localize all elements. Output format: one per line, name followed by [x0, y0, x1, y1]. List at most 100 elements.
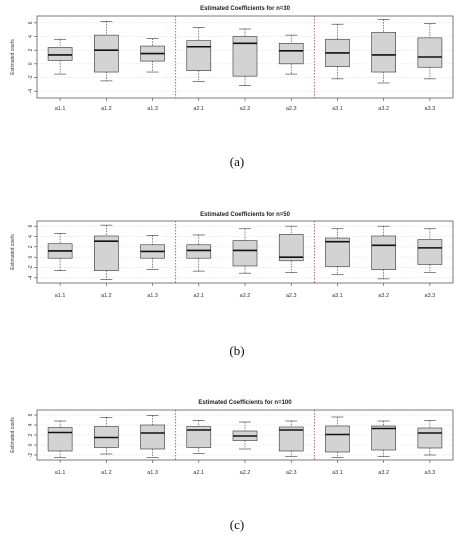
x-tick-label: a3.3: [425, 293, 436, 299]
iqr-box: [417, 37, 443, 68]
box-a2.3: [278, 34, 304, 75]
x-tick-label: a1.1: [55, 470, 66, 476]
x-tick-label: a1.3: [147, 470, 158, 476]
box-a1.1: [47, 38, 73, 75]
y-axis-label: Estimated coefs: [10, 417, 16, 453]
x-tick-label: a2.3: [286, 293, 297, 299]
box-a3.1: [325, 416, 350, 458]
iqr-box: [371, 425, 396, 451]
caption-a: (a): [229, 154, 245, 169]
x-tick-label: a3.1: [332, 106, 343, 112]
iqr-box: [47, 47, 73, 61]
chart-title: Estimated Coefficients for n=30: [200, 6, 291, 12]
y-tick-label: 2: [28, 433, 34, 436]
y-axis-label: Estimated coefs: [10, 39, 16, 75]
x-tick-label: a2.2: [240, 470, 251, 476]
box-a1.2: [94, 224, 119, 280]
y-tick-label: 0: [28, 62, 34, 65]
chart-title: Estimated Coefficients for n=100: [198, 400, 292, 406]
iqr-box: [417, 427, 443, 449]
y-tick-label: 4: [28, 35, 34, 38]
x-tick-label: a3.2: [378, 293, 389, 299]
box-a3.1: [325, 228, 350, 276]
x-tick-label: a3.1: [332, 293, 343, 299]
x-tick-label: a2.1: [193, 293, 204, 299]
y-tick-label: 2: [28, 245, 34, 248]
x-tick-label: a1.1: [55, 293, 66, 299]
iqr-box: [278, 426, 304, 452]
x-tick-label: a2.1: [193, 106, 204, 112]
box-a3.2: [371, 225, 396, 280]
y-axis-label: Estimated coefs: [10, 234, 16, 270]
iqr-box: [417, 239, 443, 265]
box-a1.2: [94, 21, 119, 82]
caption-c: (c): [229, 517, 245, 532]
box-a2.2: [232, 28, 258, 86]
box-a2.1: [186, 234, 212, 272]
y-tick-label: 0: [28, 443, 34, 446]
y-tick-label: 6: [28, 225, 34, 228]
y-tick-label: -4: [28, 89, 34, 94]
x-tick-label: a2.3: [286, 470, 297, 476]
box-a3.3: [417, 23, 443, 80]
y-tick-label: 6: [28, 21, 34, 24]
box-a2.3: [278, 420, 304, 457]
chart-title: Estimated Coefficients for n=50: [200, 212, 291, 218]
x-tick-label: a1.1: [55, 106, 66, 112]
chart-panel-a: Estimated Coefficients for n=30 Estimated…: [0, 0, 474, 170]
y-tick-label: 4: [28, 235, 34, 238]
iqr-box: [47, 427, 73, 452]
box-a1.3: [140, 38, 165, 73]
iqr-box: [278, 43, 304, 65]
box-a1.1: [47, 420, 73, 458]
x-tick-label: a3.1: [332, 470, 343, 476]
y-tick-label: -2: [28, 75, 34, 80]
x-tick-label: a3.2: [378, 470, 389, 476]
iqr-box: [140, 424, 165, 450]
x-tick-label: a2.1: [193, 470, 204, 476]
iqr-box: [325, 425, 350, 453]
x-tick-label: a1.2: [101, 470, 112, 476]
y-tick-label: 2: [28, 49, 34, 52]
box-a2.3: [278, 225, 304, 273]
box-a2.1: [186, 420, 212, 454]
box-a3.3: [417, 420, 443, 456]
box-a2.1: [186, 27, 212, 82]
box-a1.2: [94, 417, 119, 455]
box-a1.3: [140, 235, 165, 270]
box-a3.2: [371, 420, 396, 457]
box-a1.1: [47, 233, 73, 271]
box-a1.3: [140, 415, 165, 458]
x-tick-label: a1.2: [101, 106, 112, 112]
x-tick-label: a2.3: [286, 106, 297, 112]
box-a2.2: [232, 228, 258, 274]
y-tick-label: 4: [28, 423, 34, 426]
y-tick-label: -4: [28, 275, 34, 280]
x-tick-label: a1.2: [101, 293, 112, 299]
x-tick-label: a3.2: [378, 106, 389, 112]
box-a3.3: [417, 228, 443, 273]
x-tick-label: a2.2: [240, 293, 251, 299]
box-a2.2: [232, 421, 258, 450]
y-tick-label: 0: [28, 256, 34, 259]
caption-b: (b): [229, 343, 245, 358]
iqr-box: [94, 34, 119, 73]
iqr-box: [371, 32, 396, 73]
x-tick-label: a3.3: [425, 470, 436, 476]
iqr-box: [186, 40, 212, 71]
boxplot-chart-a: Estimated Coefficients for n=30 Estimated…: [10, 6, 454, 112]
iqr-box: [325, 237, 350, 267]
iqr-box: [371, 235, 396, 270]
y-tick-label: -2: [28, 265, 34, 270]
y-tick-label: 6: [28, 413, 34, 416]
iqr-box: [186, 426, 212, 448]
box-a3.1: [325, 23, 350, 80]
y-tick-label: -2: [28, 453, 34, 458]
iqr-box: [232, 240, 258, 267]
x-tick-label: a1.3: [147, 106, 158, 112]
box-a3.2: [371, 19, 396, 84]
